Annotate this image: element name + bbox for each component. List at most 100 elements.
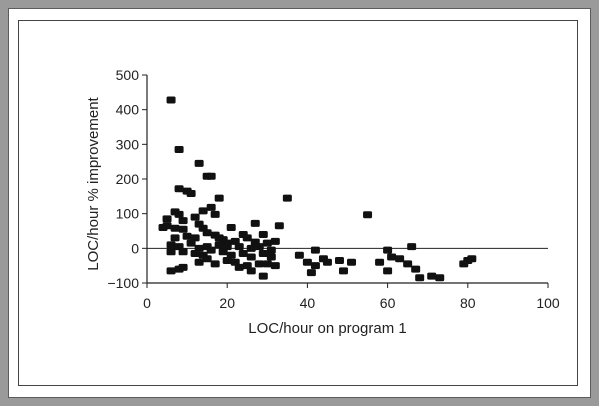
- data-point: [222, 243, 232, 251]
- data-point: [282, 194, 292, 202]
- data-point: [242, 234, 252, 242]
- data-point: [206, 246, 216, 254]
- x-tick-label: 100: [536, 295, 560, 311]
- y-tick-label: 500: [116, 67, 140, 83]
- data-point: [166, 241, 176, 249]
- data-point: [182, 232, 192, 240]
- data-point: [170, 224, 180, 232]
- data-point: [174, 185, 184, 193]
- data-point: [214, 194, 224, 202]
- data-point: [270, 237, 280, 245]
- data-point: [322, 258, 332, 266]
- data-point: [403, 260, 413, 268]
- data-point: [395, 255, 405, 263]
- data-point: [266, 246, 276, 254]
- x-tick-label: 60: [380, 295, 396, 311]
- data-point: [162, 215, 172, 223]
- data-point: [214, 234, 224, 242]
- data-point: [238, 250, 248, 258]
- data-point: [415, 274, 425, 282]
- x-tick-label: 80: [460, 295, 476, 311]
- data-point: [427, 272, 437, 280]
- data-point: [254, 260, 264, 268]
- data-point: [246, 244, 256, 252]
- chart-panel: [18, 20, 578, 386]
- data-point: [310, 262, 320, 270]
- data-point: [387, 253, 397, 261]
- data-point: [338, 267, 348, 275]
- data-point: [166, 248, 176, 256]
- y-tick-label: 400: [116, 102, 140, 118]
- data-point: [174, 146, 184, 154]
- data-point: [274, 222, 284, 230]
- data-point: [294, 251, 304, 259]
- data-point: [170, 234, 180, 242]
- data-point: [258, 230, 268, 238]
- data-point: [178, 248, 188, 256]
- data-points: [158, 96, 477, 282]
- x-tick-label: 20: [219, 295, 235, 311]
- data-point: [306, 269, 316, 277]
- data-point: [178, 225, 188, 233]
- data-point: [186, 239, 196, 247]
- data-point: [258, 250, 268, 258]
- x-axis-label: LOC/hour on program 1: [248, 320, 406, 337]
- data-point: [262, 239, 272, 247]
- data-point: [190, 213, 200, 221]
- data-point: [222, 256, 232, 264]
- data-point: [411, 265, 421, 273]
- data-point: [334, 256, 344, 264]
- data-point: [258, 272, 268, 280]
- data-point: [210, 210, 220, 218]
- data-point: [174, 210, 184, 218]
- data-point: [262, 260, 272, 268]
- data-point: [246, 253, 256, 261]
- data-point: [246, 267, 256, 275]
- data-point: [250, 219, 260, 227]
- data-point: [186, 190, 196, 198]
- data-point: [347, 258, 357, 266]
- data-point: [166, 267, 176, 275]
- data-point: [206, 172, 216, 180]
- y-tick-label: 300: [116, 136, 140, 152]
- data-point: [214, 241, 224, 249]
- data-point: [226, 224, 236, 232]
- data-point: [383, 267, 393, 275]
- data-point: [198, 207, 208, 215]
- data-point: [194, 258, 204, 266]
- data-point: [162, 222, 172, 230]
- data-point: [166, 96, 176, 104]
- data-point: [190, 250, 200, 258]
- data-point: [407, 243, 417, 251]
- data-point: [270, 262, 280, 270]
- data-point: [202, 255, 212, 263]
- data-point: [194, 220, 204, 228]
- data-point: [210, 260, 220, 268]
- x-tick-label: 0: [143, 295, 151, 311]
- data-point: [254, 243, 264, 251]
- y-tick-label: 100: [116, 206, 140, 222]
- data-point: [375, 258, 385, 266]
- data-point: [178, 217, 188, 225]
- data-point: [194, 159, 204, 167]
- x-tick-label: 40: [300, 295, 316, 311]
- y-tick-label: 200: [116, 171, 140, 187]
- data-point: [363, 211, 373, 219]
- data-point: [178, 263, 188, 271]
- data-point: [234, 263, 244, 271]
- data-point: [310, 246, 320, 254]
- data-point: [435, 274, 445, 282]
- data-point: [383, 246, 393, 254]
- data-point: [467, 255, 477, 263]
- data-point: [266, 253, 276, 261]
- y-tick-label: −100: [107, 275, 139, 291]
- data-point: [302, 258, 312, 266]
- y-axis-label: LOC/hour % improvement: [85, 96, 102, 270]
- y-tick-label: 0: [131, 240, 139, 256]
- data-point: [234, 243, 244, 251]
- data-point: [206, 203, 216, 211]
- data-point: [202, 229, 212, 237]
- data-point: [459, 260, 469, 268]
